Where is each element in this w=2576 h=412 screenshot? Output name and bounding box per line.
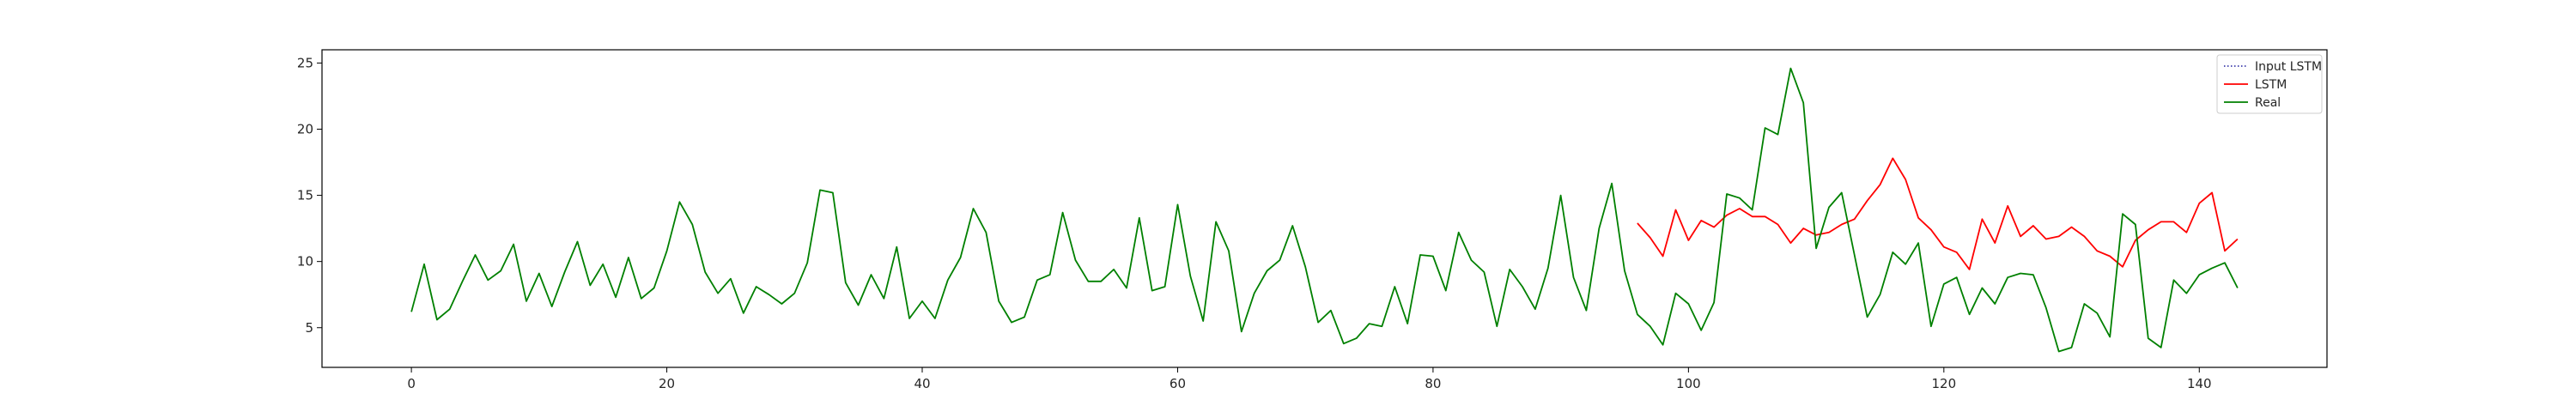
legend-label-input-lstm: Input LSTM <box>2255 60 2322 74</box>
x-tick-label: 20 <box>659 376 675 391</box>
legend-box <box>2216 54 2323 114</box>
x-tick-label: 40 <box>914 376 930 391</box>
y-axis: 5 10 15 20 25 <box>297 55 322 336</box>
x-axis: 0 20 40 60 80 100 120 140 <box>407 367 2212 391</box>
legend-label-real: Real <box>2255 96 2281 110</box>
x-tick-label: 120 <box>1932 376 1957 391</box>
series-layer <box>410 67 2239 353</box>
y-tick-label: 5 <box>305 320 313 336</box>
legend-label-lstm: LSTM <box>2255 78 2287 92</box>
series-line-lstm <box>1637 157 2239 270</box>
x-tick-label: 60 <box>1170 376 1186 391</box>
x-tick-label: 140 <box>2187 376 2212 391</box>
x-tick-label: 80 <box>1425 376 1441 391</box>
y-tick-label: 25 <box>297 55 313 70</box>
y-tick-label: 20 <box>297 122 313 137</box>
y-tick-label: 10 <box>297 254 313 270</box>
x-tick-label: 100 <box>1676 376 1701 391</box>
x-tick-label: 0 <box>407 376 416 391</box>
plot-frame <box>321 49 2328 368</box>
legend: Input LSTM LSTM Real <box>2216 54 2323 114</box>
y-tick-label: 15 <box>297 188 313 203</box>
series-line-real <box>410 67 2239 353</box>
